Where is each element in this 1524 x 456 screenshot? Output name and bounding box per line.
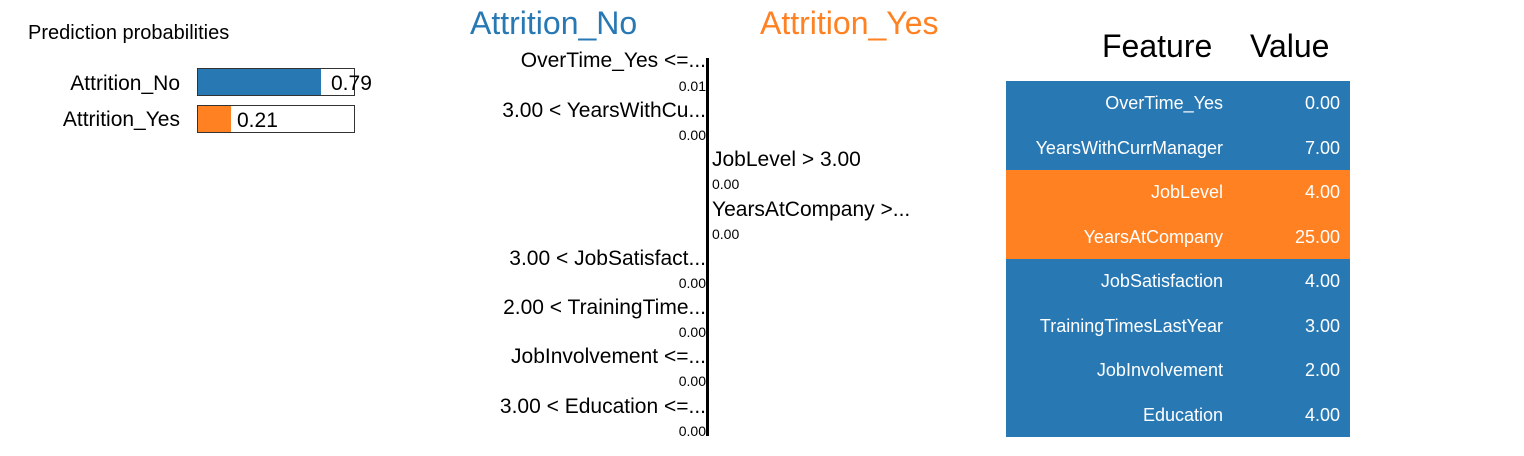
explanation-axis <box>706 58 709 436</box>
prob-bar-attrition-yes-frame <box>197 105 355 133</box>
table-row: JobLevel 4.00 <box>1006 170 1350 215</box>
feature-label-4: 3.00 < JobSatisfact... <box>509 247 706 270</box>
feature-weight-6: 0.00 <box>678 373 706 389</box>
feature-weight-2: 0.00 <box>712 176 740 192</box>
table-feature-value: 0.00 <box>1304 93 1340 113</box>
feature-weight-3: 0.00 <box>712 226 740 242</box>
feature-weight-0: 0.01 <box>678 78 706 94</box>
feature-label-1: 3.00 < YearsWithCu... <box>502 99 706 122</box>
table-feature-value: 4.00 <box>1304 404 1340 425</box>
positive-class-title: Attrition_Yes <box>760 5 939 41</box>
table-feature-name: JobInvolvement <box>1096 360 1223 380</box>
feature-weight-5: 0.00 <box>678 324 706 340</box>
value-column-header: Value <box>1250 28 1330 64</box>
prob-bar-attrition-no-frame <box>197 68 355 96</box>
prob-value-attrition-yes: 0.21 <box>237 109 278 132</box>
table-feature-name: OverTime_Yes <box>1105 93 1223 113</box>
table-feature-name: TrainingTimesLastYear <box>1039 315 1223 336</box>
feature-weight-1: 0.00 <box>678 127 706 143</box>
table-feature-value: 25.00 <box>1294 226 1340 247</box>
table-feature-name: Education <box>1142 404 1223 425</box>
prob-label-attrition-no: Attrition_No <box>70 72 180 95</box>
table-feature-name: YearsAtCompany <box>1083 226 1223 247</box>
table-feature-name: JobSatisfaction <box>1100 271 1223 291</box>
feature-value-table: OverTime_Yes 0.00 YearsWithCurrManager 7… <box>1006 81 1350 437</box>
prob-label-attrition-yes: Attrition_Yes <box>62 108 180 131</box>
table-row: YearsWithCurrManager 7.00 <box>1006 125 1350 170</box>
table-feature-value: 3.00 <box>1304 315 1340 336</box>
table-row: TrainingTimesLastYear 3.00 <box>1006 303 1350 348</box>
feature-weight-4: 0.00 <box>678 275 706 291</box>
table-row: YearsAtCompany 25.00 <box>1006 214 1350 259</box>
table-feature-name: JobLevel <box>1150 182 1223 202</box>
feature-label-5: 2.00 < TrainingTime... <box>503 296 706 319</box>
table-row: OverTime_Yes 0.00 <box>1006 81 1350 126</box>
table-row: Education 4.00 <box>1006 392 1350 437</box>
negative-class-title: Attrition_No <box>470 5 638 41</box>
prob-value-attrition-no: 0.79 <box>331 72 372 95</box>
prob-bar-attrition-no <box>198 69 322 95</box>
prediction-probabilities-title: Prediction probabilities <box>28 22 230 44</box>
feature-label-7: 3.00 < Education <=... <box>499 395 706 418</box>
feature-weight-7: 0.00 <box>678 423 706 439</box>
table-feature-value: 7.00 <box>1304 137 1340 158</box>
feature-column-header: Feature <box>1102 28 1213 64</box>
table-feature-name: YearsWithCurrManager <box>1035 137 1223 158</box>
table-feature-value: 4.00 <box>1304 271 1340 291</box>
feature-label-0: OverTime_Yes <=... <box>520 49 706 72</box>
table-feature-value: 4.00 <box>1304 182 1340 202</box>
table-row: JobInvolvement 2.00 <box>1006 348 1350 393</box>
prob-bar-attrition-yes <box>198 106 231 132</box>
feature-label-2: JobLevel > 3.00 <box>712 148 861 171</box>
feature-label-6: JobInvolvement <=... <box>511 345 706 368</box>
table-feature-value: 2.00 <box>1304 360 1340 380</box>
table-row: JobSatisfaction 4.00 <box>1006 259 1350 304</box>
feature-label-3: YearsAtCompany >... <box>712 198 911 221</box>
